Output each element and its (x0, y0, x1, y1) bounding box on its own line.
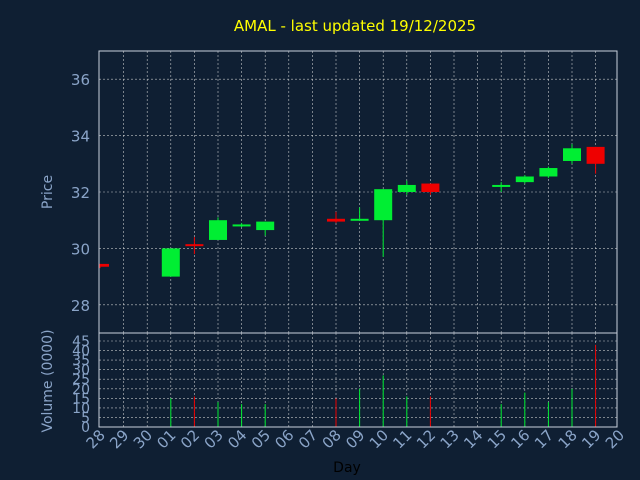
price-grid (99, 51, 617, 333)
day-tick-label: 18 (555, 426, 581, 452)
volume-tick-label: 35 (72, 353, 90, 369)
volume-tick-label: 45 (72, 334, 90, 350)
volume-tick-label: 10 (72, 401, 90, 417)
day-tick-label: 07 (295, 426, 321, 452)
candle-body (421, 183, 440, 192)
price-tick-label: 36 (71, 71, 90, 89)
day-tick-label: 15 (484, 426, 510, 452)
day-tick-label: 19 (578, 426, 604, 452)
day-tick-label: 14 (460, 426, 486, 452)
day-tick-label: 11 (389, 426, 415, 452)
price-tick-label: 32 (71, 184, 90, 202)
candle-body (327, 218, 345, 222)
day-tick-label: 13 (437, 426, 463, 452)
candle-body (209, 220, 227, 240)
price-tick-label: 34 (71, 128, 90, 146)
candle-body (539, 168, 558, 177)
day-tick-label: 30 (130, 426, 156, 452)
day-tick-label: 09 (342, 426, 368, 452)
volume-grid (99, 333, 617, 428)
candle-body (397, 184, 416, 192)
candle-body (586, 146, 605, 164)
day-x-ticks: 2829300102030405060708091011121314151617… (83, 426, 628, 452)
candle-body (374, 189, 393, 221)
day-tick-label: 06 (271, 426, 297, 452)
day-tick-label: 02 (177, 426, 203, 452)
candle-body (563, 148, 581, 161)
candlestick-series (99, 144, 605, 277)
candle-body (492, 184, 511, 187)
candle-body (100, 263, 109, 267)
candle-body (232, 224, 251, 227)
day-tick-label: 05 (248, 426, 274, 452)
day-tick-label: 04 (224, 426, 250, 452)
candle-body (350, 218, 369, 221)
day-tick-label: 17 (531, 426, 557, 452)
day-tick-label: 08 (319, 426, 345, 452)
price-tick-label: 30 (71, 240, 90, 258)
volume-tick-label: 20 (72, 382, 90, 398)
day-tick-label: 03 (201, 426, 227, 452)
chart-title: AMAL - last updated 19/12/2025 (234, 17, 476, 35)
volume-tick-label: 0 (81, 420, 90, 436)
candle-body (161, 248, 180, 277)
volume-tick-label: 5 (81, 410, 90, 426)
volume-tick-label: 30 (72, 363, 90, 379)
volume-panel-frame (98, 332, 618, 428)
day-tick-label: 29 (106, 426, 132, 452)
day-tick-label: 12 (413, 426, 439, 452)
candle-body (256, 221, 275, 231)
day-tick-label: 20 (602, 426, 628, 452)
candle-body (185, 244, 204, 247)
volume-series (170, 344, 597, 427)
price-axis-label: Price (40, 175, 56, 209)
volume-tick-label: 15 (72, 391, 90, 407)
candle-body (515, 176, 534, 183)
volume-tick-label: 40 (72, 344, 90, 360)
day-tick-label: 10 (366, 426, 392, 452)
day-tick-label: 01 (153, 426, 179, 452)
volume-tick-label: 25 (72, 372, 90, 388)
volume-axis-label: Volume (0000) (40, 329, 56, 432)
price-y-ticks: 28 30 32 34 36 (71, 71, 90, 315)
day-axis-label: Day (333, 460, 361, 476)
price-tick-label: 28 (71, 297, 90, 315)
day-tick-label: 16 (507, 426, 533, 452)
